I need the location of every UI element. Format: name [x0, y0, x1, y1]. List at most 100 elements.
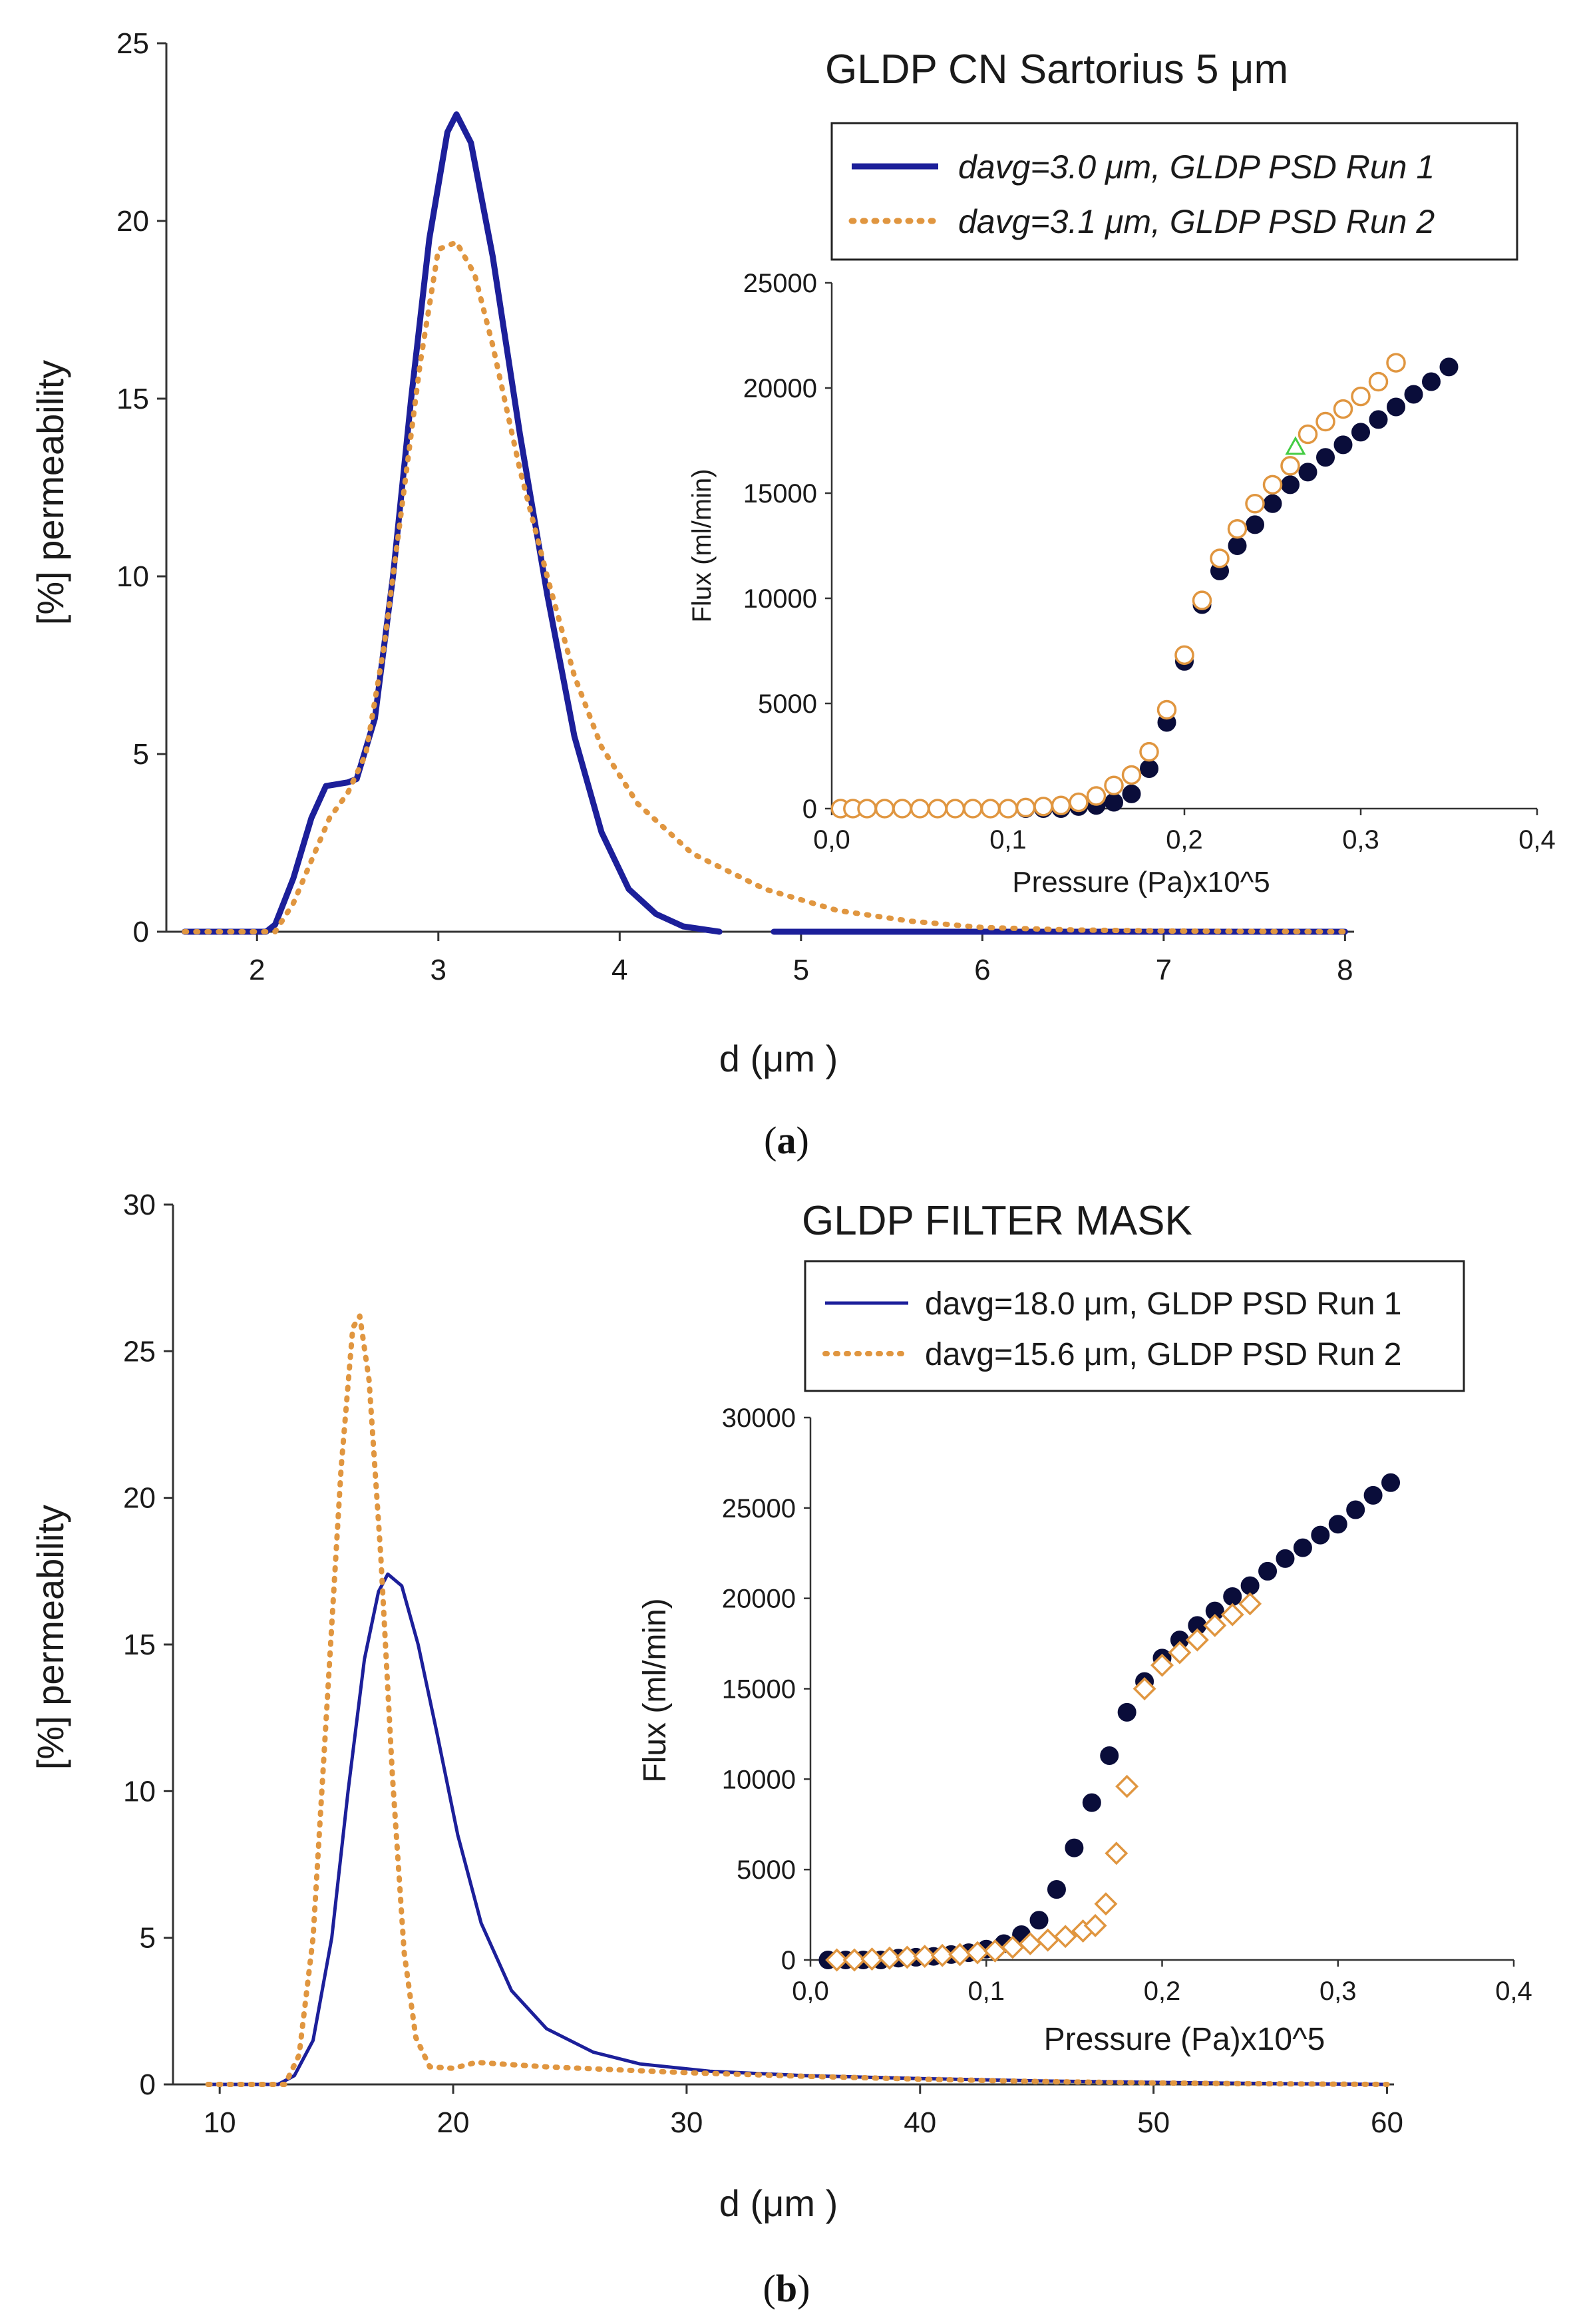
inset-x-tick-label: 0,1	[989, 825, 1027, 855]
y-axis-label: [%] permeability	[29, 360, 71, 625]
inset-marker-run2	[860, 1947, 884, 1971]
inset-y-tick-label: 10000	[743, 584, 817, 614]
inset-marker-run2	[1105, 1841, 1129, 1865]
inset-marker-run2	[1086, 786, 1107, 806]
x-tick-label: 7	[1156, 954, 1172, 986]
inset-y-tick-label: 15000	[743, 479, 817, 508]
inset-marker-run1	[1404, 385, 1423, 404]
inset-y-tick-label: 10000	[722, 1765, 796, 1794]
inset-marker-run2	[1238, 1592, 1262, 1616]
inset-marker-run2	[1203, 1613, 1227, 1637]
inset-marker-run1	[1328, 1515, 1347, 1534]
y-tick-label: 15	[123, 1629, 156, 1661]
inset-y-tick-label: 0	[802, 795, 817, 824]
inset-marker-run2	[1351, 386, 1371, 407]
inset-marker-run2	[1192, 590, 1212, 610]
inset-marker-run2	[825, 1948, 849, 1972]
inset-marker-triangle	[1285, 436, 1306, 455]
inset-marker-run2	[963, 799, 983, 819]
inset-marker-run2	[1220, 1603, 1244, 1627]
inset-marker-run2	[1368, 371, 1389, 392]
y-tick-label: 25	[123, 1335, 156, 1368]
x-tick-label: 5	[793, 954, 809, 986]
y-tick-label: 25	[116, 27, 149, 60]
y-tick-label: 10	[123, 1775, 156, 1808]
y-ticks: 0 5 10 15 20 25 30	[123, 1189, 173, 2101]
inset-x-tick-label: 0,0	[792, 1977, 829, 2006]
inset-marker-run1	[1240, 1576, 1260, 1595]
y-tick-label: 15	[116, 383, 149, 415]
inset-marker-run1	[1047, 1880, 1066, 1899]
inset-marker-run2	[1245, 494, 1265, 514]
chart-title: GLDP CN Sartorius 5 μm	[825, 47, 1288, 93]
inset-marker-run2	[1315, 411, 1335, 432]
inset-x-ticks: 0,0 0,1 0,2 0,3 0,4	[813, 809, 1556, 855]
inset-marker-run2	[1150, 1653, 1174, 1677]
caption-a-letter: a	[777, 1119, 796, 1162]
legend-label-run2: davg=3.1 μm, GLDP PSD Run 2	[958, 203, 1435, 240]
inset-x-tick-label: 0,3	[1319, 1977, 1357, 2006]
inset-marker-run1	[1100, 1746, 1119, 1766]
inset-x-tick-label: 0,2	[1166, 825, 1203, 855]
inset-marker-run1	[1363, 1485, 1383, 1505]
x-tick-label: 8	[1337, 954, 1353, 986]
series-run1-line	[181, 111, 723, 935]
inset-marker-run1	[1381, 1473, 1401, 1492]
series-run1-line	[206, 1572, 1389, 2086]
inset-y-tick-label: 25000	[743, 269, 817, 298]
x-tick-label: 6	[974, 954, 990, 986]
inset-marker-run2	[1053, 1925, 1077, 1949]
x-tick-label: 30	[670, 2106, 703, 2139]
y-tick-label: 0	[140, 2068, 156, 2101]
x-axis-label: d (μm )	[719, 2182, 838, 2224]
y-tick-label: 5	[133, 738, 149, 771]
inset-marker-run2	[1298, 424, 1318, 445]
legend-label-run2: davg=15.6 μm, GLDP PSD Run 2	[925, 1337, 1401, 1372]
inset-marker-run1	[1065, 1838, 1084, 1857]
inset-marker-run1	[1351, 423, 1370, 442]
y-tick-label: 20	[123, 1482, 156, 1515]
inset-marker-run2	[965, 1941, 989, 1965]
y-ticks: 0 5 10 15 20 25	[116, 27, 166, 948]
inset-y-tick-label: 25000	[722, 1494, 796, 1523]
x-tick-label: 50	[1137, 2106, 1170, 2139]
inset-markers	[830, 353, 1459, 819]
inset-marker-run2	[913, 1945, 937, 1969]
inset-marker-run1	[1140, 759, 1158, 778]
legend-label-run1: davg=18.0 μm, GLDP PSD Run 1	[925, 1286, 1401, 1322]
inset-y-tick-label: 20000	[722, 1585, 796, 1614]
inset-marker-run1	[1293, 1538, 1312, 1557]
chart-panel-a: 0 5 10 15 20 25 2 3 4 5 6 7 8 d (μm ) [%] permeabil…	[29, 27, 1556, 1079]
inset-marker-run1	[1263, 494, 1282, 513]
inset-y-tick-label: 20000	[743, 374, 817, 403]
inset-marker-run1	[1311, 1525, 1330, 1545]
inset-marker-run2	[878, 1946, 902, 1970]
x-tick-label: 10	[204, 2106, 236, 2139]
inset-marker-run1	[1029, 1911, 1049, 1930]
inset-y-tick-label: 30000	[722, 1404, 796, 1433]
x-ticks: 10 20 30 40 50 60	[204, 2084, 1403, 2139]
inset-marker-run2	[1083, 1913, 1107, 1937]
x-axis-label: d (μm )	[719, 1038, 838, 1079]
inset-marker-run2	[910, 799, 930, 819]
inset-marker-run1	[1316, 448, 1335, 467]
inset-marker-run2	[998, 799, 1018, 819]
inset-marker-run2	[930, 1943, 954, 1967]
inset-marker-run2	[1227, 518, 1248, 539]
inset-x-tick-label: 0,3	[1342, 825, 1379, 855]
inset-marker-run2	[874, 799, 895, 819]
inset-marker-run2	[1262, 475, 1283, 495]
y-tick-label: 5	[140, 1922, 156, 1955]
series-run2-line	[205, 1313, 1390, 2087]
series-run2-line	[182, 240, 1348, 934]
inset-marker-run2	[928, 799, 948, 819]
inset-x-tick-label: 0,4	[1495, 1977, 1532, 2006]
inset-marker-run2	[1168, 1641, 1192, 1664]
inset-marker-run1	[1333, 435, 1353, 455]
inset-marker-run2	[895, 1945, 919, 1969]
inset-marker-run2	[980, 799, 1001, 819]
x-ticks: 2 3 4 5 6 7 8	[249, 932, 1353, 986]
inset-marker-run1	[1439, 357, 1459, 377]
inset-plot-b: 0 5000 10000 15000 20000 25000 30000 0,0 0,1 0,2…	[637, 1404, 1532, 2057]
inset-y-axis-label: Flux (ml/min)	[687, 469, 717, 622]
